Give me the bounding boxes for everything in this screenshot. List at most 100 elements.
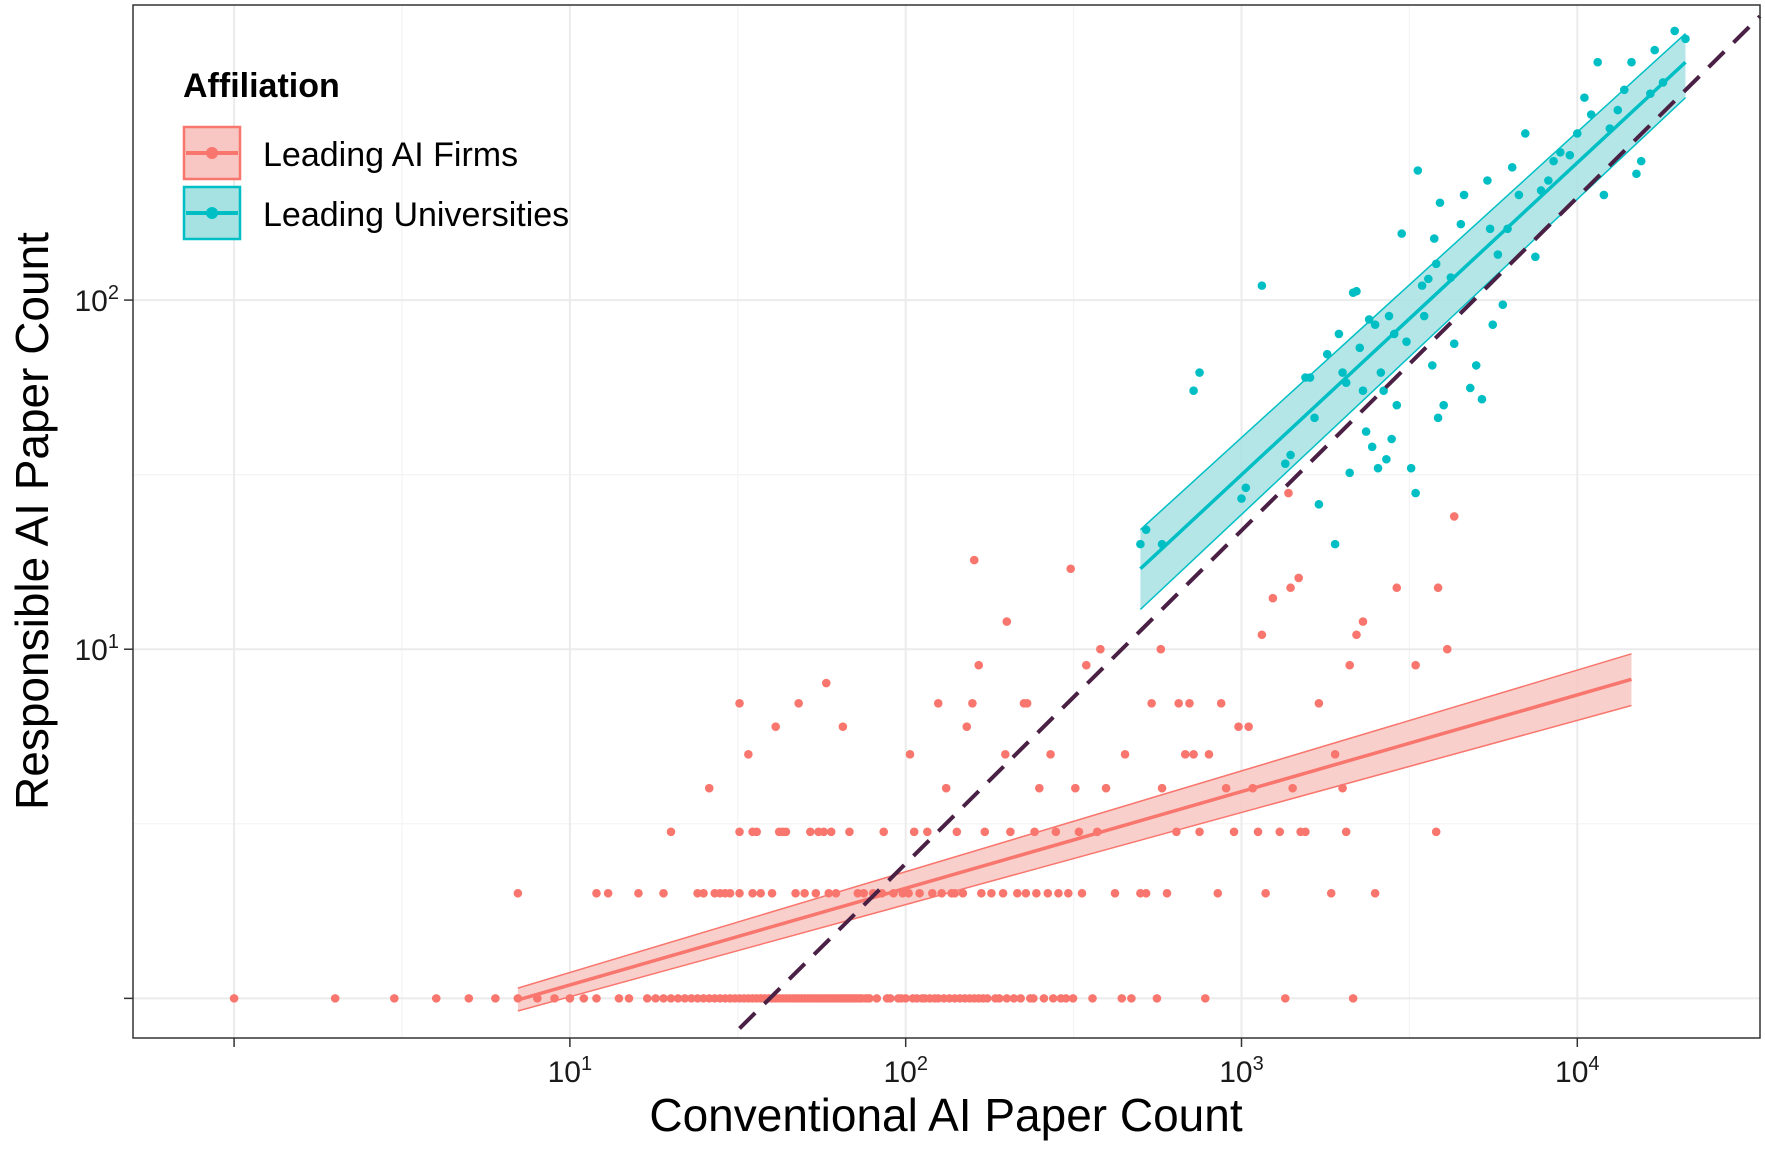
- data-point-firms: [1077, 888, 1087, 898]
- data-point-firms: [994, 994, 1004, 1003]
- data-point-universities: [1431, 259, 1441, 269]
- data-point-firms: [969, 555, 979, 565]
- data-point-firms: [614, 994, 624, 1003]
- data-point-firms: [1162, 888, 1172, 898]
- grid-minor: [133, 5, 1760, 1038]
- data-point-universities: [1544, 176, 1553, 185]
- data-point-firms: [1016, 994, 1025, 1003]
- data-point-universities: [1419, 311, 1429, 321]
- data-point-firms: [687, 994, 696, 1003]
- data-point-firms: [811, 888, 821, 898]
- data-point-firms: [752, 827, 761, 837]
- data-point-firms: [1061, 994, 1071, 1003]
- data-point-firms: [1009, 994, 1019, 1003]
- data-point-firms: [634, 888, 643, 898]
- data-point-universities: [1373, 463, 1383, 473]
- data-point-universities: [1310, 413, 1319, 423]
- data-point-firms: [1185, 699, 1194, 708]
- legend: Affiliation Leading AI Firms Leading Uni…: [182, 67, 569, 241]
- data-point-firms: [806, 827, 815, 837]
- x-axis: 101 102 103 104: [233, 1038, 1600, 1089]
- legend-label-universities: Leading Universities: [263, 196, 569, 234]
- data-point-firms: [1216, 699, 1226, 708]
- data-point-universities: [1424, 274, 1433, 284]
- data-point-universities: [1338, 368, 1347, 377]
- data-point-firms: [1101, 783, 1111, 793]
- data-point-firms: [1229, 827, 1239, 837]
- data-points: [229, 26, 1690, 1003]
- data-point-firms: [905, 750, 915, 759]
- data-point-universities: [1387, 434, 1396, 444]
- data-point-firms: [1046, 750, 1055, 759]
- data-point-firms: [1002, 994, 1012, 1003]
- data-point-firms: [624, 994, 634, 1003]
- data-point-universities: [1613, 105, 1623, 115]
- data-point-universities: [1352, 286, 1361, 296]
- data-point-firms: [1330, 750, 1340, 759]
- data-point-universities: [1392, 400, 1402, 410]
- data-point-firms: [1275, 827, 1285, 837]
- data-point-firms: [1174, 699, 1183, 708]
- x-tick-label: 101: [548, 1053, 593, 1089]
- data-point-firms: [1261, 888, 1270, 898]
- data-point-firms: [1021, 888, 1031, 898]
- y-tick-label: 101: [75, 631, 120, 667]
- x-tick-label: 104: [1555, 1053, 1600, 1089]
- data-point-firms: [579, 994, 589, 1003]
- data-point-universities: [1619, 85, 1629, 95]
- data-point-firms: [1213, 888, 1223, 898]
- data-point-firms: [1001, 750, 1010, 759]
- data-point-universities: [1413, 166, 1423, 175]
- data-point-universities: [1636, 156, 1646, 166]
- data-point-universities: [1428, 361, 1437, 370]
- data-point-firms: [941, 783, 951, 793]
- data-point-firms: [1039, 994, 1049, 1003]
- data-point-firms: [513, 888, 523, 898]
- data-point-firms: [1117, 994, 1127, 1003]
- data-point-firms: [330, 994, 340, 1003]
- data-point-universities: [1549, 156, 1558, 166]
- data-point-firms: [1253, 827, 1263, 837]
- data-point-universities: [1456, 219, 1466, 229]
- data-point-universities: [1330, 539, 1340, 549]
- data-point-firms: [859, 888, 869, 898]
- data-point-firms: [1442, 644, 1452, 654]
- data-point-universities: [1565, 150, 1575, 160]
- data-point-universities: [1449, 339, 1459, 348]
- data-point-universities: [1345, 468, 1354, 478]
- data-point-universities: [1141, 525, 1151, 534]
- data-point-firms: [1029, 994, 1038, 1003]
- data-point-firms: [1074, 827, 1084, 837]
- data-point-firms: [725, 888, 735, 898]
- data-point-firms: [909, 827, 919, 837]
- data-point-firms: [1200, 994, 1210, 1003]
- data-point-firms: [901, 994, 910, 1003]
- plot-border: [132, 4, 1761, 1039]
- data-point-firms: [659, 994, 668, 1003]
- data-point-firms: [680, 994, 690, 1003]
- data-point-firms: [872, 994, 882, 1003]
- legend-item-firms: Leading AI Firms: [182, 125, 518, 181]
- data-point-firms: [800, 888, 809, 898]
- data-point-firms: [1127, 994, 1136, 1003]
- data-point-universities: [1573, 129, 1582, 138]
- data-point-universities: [1237, 494, 1246, 503]
- data-point-firms: [933, 699, 943, 708]
- data-point-firms: [1051, 827, 1061, 837]
- data-point-universities: [1376, 368, 1386, 377]
- fit-line-universities: [1139, 60, 1687, 571]
- data-point-firms: [1288, 783, 1297, 793]
- data-point-firms: [693, 888, 702, 898]
- data-point-firms: [1370, 888, 1380, 898]
- data-point-universities: [1370, 320, 1380, 330]
- data-point-firms: [1301, 827, 1310, 837]
- reference-diagonal-line: [738, 14, 1762, 1030]
- data-point-firms: [735, 827, 744, 837]
- data-point-firms: [865, 994, 874, 1003]
- data-point-universities: [1433, 413, 1443, 423]
- data-point-universities: [1397, 229, 1407, 238]
- data-point-firms: [1234, 722, 1243, 731]
- data-point-universities: [1382, 454, 1391, 464]
- data-point-universities: [1681, 34, 1690, 44]
- legend-label-firms: Leading AI Firms: [263, 136, 518, 174]
